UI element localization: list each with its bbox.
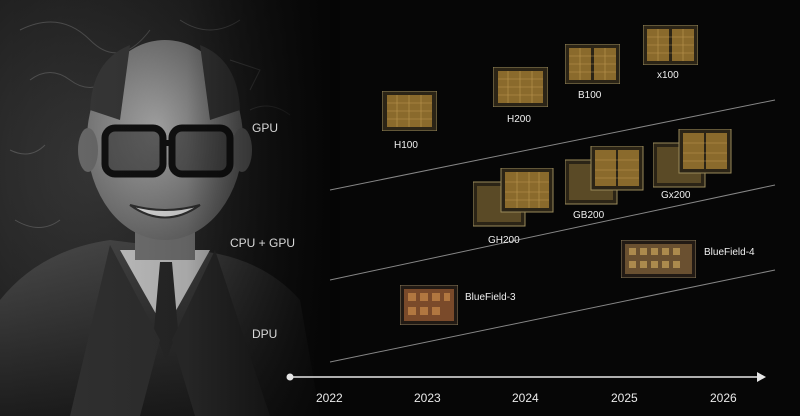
- chip-label-gh200: GH200: [488, 235, 520, 246]
- category-label-cpu-gpu: CPU + GPU: [230, 236, 296, 250]
- timeline-year: 2026: [710, 391, 737, 405]
- bluefield-3-chip-icon: [400, 285, 458, 325]
- gh200-chip-icon: [473, 168, 554, 227]
- category-label-dpu: DPU: [252, 327, 278, 341]
- b100-chip-icon: [565, 44, 620, 84]
- timeline-year: 2022: [316, 391, 343, 405]
- chip-label-h100: H100: [394, 140, 418, 151]
- chip-label-x100: x100: [657, 70, 679, 81]
- gx200-chip-icon: [653, 129, 732, 188]
- chip-label-h200: H200: [507, 114, 531, 125]
- chip-label-gx200: Gx200: [661, 190, 691, 201]
- category-label-gpu: GPU: [252, 121, 279, 135]
- timeline-year: 2023: [414, 391, 441, 405]
- timeline-year: 2024: [512, 391, 539, 405]
- bluefield-4-chip-icon: [621, 240, 696, 278]
- h100-chip-icon: [382, 91, 437, 131]
- x100-chip-icon: [643, 25, 698, 65]
- chip-label-b100: B100: [578, 90, 602, 101]
- chip-label-gb200: GB200: [573, 210, 605, 221]
- chip-label-bluefield-3: BlueField-3: [465, 292, 516, 303]
- h200-chip-icon: [493, 67, 548, 107]
- timeline-year: 2025: [611, 391, 638, 405]
- chip-label-bluefield-4: BlueField-4: [704, 247, 755, 258]
- gb200-chip-icon: [565, 146, 644, 205]
- timeline-arrow-icon: [286, 372, 766, 382]
- row-separator-lines: [329, 99, 776, 363]
